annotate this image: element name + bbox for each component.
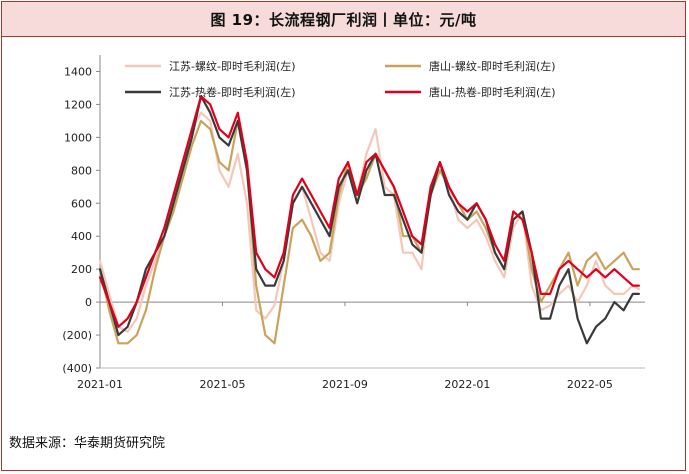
legend-label: 唐山-螺纹-即时毛利润(左)	[429, 59, 556, 73]
y-tick-label: 200	[71, 263, 92, 276]
x-tick-label: 2022-05	[567, 378, 613, 391]
x-tick-label: 2021-01	[77, 378, 123, 391]
x-tick-label: 2021-09	[322, 378, 368, 391]
title-bar: 图 19：长流程钢厂利润丨单位：元/吨	[2, 2, 685, 37]
y-tick-label: 600	[71, 197, 92, 210]
y-tick-label: 800	[71, 164, 92, 177]
series-line-2	[98, 95, 640, 345]
y-tick-label: 400	[71, 230, 92, 243]
series-line-1	[98, 119, 640, 345]
legend-label: 江苏-热卷-即时毛利润(左)	[169, 85, 296, 99]
legend-label: 江苏-螺纹-即时毛利润(左)	[169, 59, 296, 73]
x-tick-label: 2021-05	[199, 378, 245, 391]
y-tick-label: 1400	[64, 65, 92, 78]
y-tick-label: (400)	[62, 362, 92, 375]
y-tick-label: 1200	[64, 98, 92, 111]
legend-label: 唐山-热卷-即时毛利润(左)	[429, 85, 556, 99]
series-line-3	[98, 95, 640, 328]
y-tick-label: (200)	[62, 329, 92, 342]
x-tick-label: 2022-01	[444, 378, 490, 391]
y-tick-label: 1000	[64, 131, 92, 144]
y-tick-label: 0	[85, 296, 92, 309]
series-line-0	[98, 111, 640, 333]
chart-title: 图 19：长流程钢厂利润丨单位：元/吨	[210, 10, 477, 29]
source-note: 数据来源：华泰期货研究院	[9, 436, 166, 451]
